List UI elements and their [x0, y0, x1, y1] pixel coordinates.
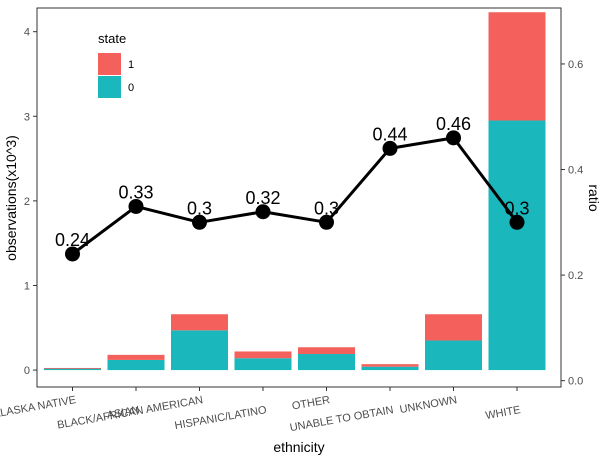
- ratio-point-5: [382, 140, 398, 156]
- bar-state-1-2: [171, 314, 228, 331]
- bar-group: [44, 12, 546, 371]
- bar-state-1-6: [425, 314, 482, 341]
- right-y-tick-label-3: 0.6: [568, 59, 583, 71]
- bar-state-0-4: [298, 354, 355, 371]
- ratio-line: [71, 136, 519, 256]
- legend: state 1 0: [98, 31, 134, 98]
- bar-state-0-1: [107, 359, 165, 371]
- bar-state-0-3: [234, 358, 292, 371]
- bar-state-1-1: [107, 354, 165, 360]
- x-tick-label-7: WHITE: [485, 404, 522, 422]
- bar-state-1-3: [234, 351, 292, 359]
- bar-state-1-7: [488, 12, 546, 121]
- ratio-point-4: [319, 214, 334, 230]
- right-y-axis-title: ratio: [586, 184, 602, 211]
- x-tick-label-4: OTHER: [291, 394, 331, 413]
- left-y-tick-label-3: 3: [24, 111, 30, 123]
- left-y-tick-label-2: 2: [24, 196, 30, 208]
- x-tick-label-0: ALASKA NATIVE: [0, 394, 77, 420]
- legend-swatch-0: [98, 76, 121, 98]
- bar-state-1-5: [361, 364, 419, 367]
- legend-title: state: [98, 31, 126, 46]
- bar-state-0-5: [361, 366, 419, 371]
- bar-state-0-6: [425, 340, 482, 371]
- ratio-label-7: 0.3: [504, 198, 529, 218]
- ratio-line-group: [71, 136, 519, 256]
- legend-label-0: 0: [128, 82, 134, 94]
- left-y-axis: 0 1 2 3 4: [24, 27, 37, 377]
- legend-label-1: 1: [128, 59, 134, 71]
- legend-swatch-1: [98, 53, 121, 75]
- left-y-tick-label-0: 0: [24, 365, 30, 377]
- ratio-point-1: [128, 198, 144, 214]
- right-y-tick-label-2: 0.4: [568, 165, 583, 177]
- bar-state-0-7: [488, 120, 546, 371]
- bar-state-1-0: [44, 367, 101, 369]
- bar-state-1-4: [298, 347, 355, 355]
- x-tick-label-6: UNKNOWN: [399, 394, 458, 416]
- right-y-tick-label-0: 0.0: [568, 376, 583, 388]
- ratio-point-7: [509, 214, 525, 230]
- ratio-label-4: 0.3: [314, 198, 339, 218]
- x-tick-label-1: ASIAN: [106, 404, 141, 422]
- left-y-tick-label-4: 4: [24, 27, 30, 39]
- ratio-point-0: [65, 246, 80, 262]
- ratio-label-0: 0.24: [55, 230, 90, 250]
- bar-state-0-0: [44, 368, 101, 371]
- ratio-label-2: 0.3: [187, 198, 212, 218]
- right-y-tick-label-1: 0.2: [568, 270, 583, 282]
- ratio-label-6: 0.46: [436, 114, 471, 134]
- ratio-label-1: 0.33: [118, 182, 153, 202]
- left-y-axis-title: observations(x10^3): [3, 135, 19, 261]
- ratio-label-5: 0.44: [372, 124, 407, 144]
- ratio-point-group: [65, 130, 525, 262]
- ratio-point-6: [446, 130, 461, 146]
- right-y-axis: 0.0 0.2 0.4 0.6: [561, 59, 583, 388]
- ratio-label-3: 0.32: [245, 188, 280, 208]
- x-axis-title: ethnicity: [273, 439, 324, 455]
- ratio-point-2: [192, 214, 207, 230]
- ratio-point-3: [255, 204, 271, 220]
- left-y-tick-label-1: 1: [24, 280, 30, 292]
- bar-state-0-2: [171, 330, 228, 371]
- ratio-label-group: 0.24 0.33 0.3 0.32 0.3 0.44 0.46 0.3: [55, 114, 530, 250]
